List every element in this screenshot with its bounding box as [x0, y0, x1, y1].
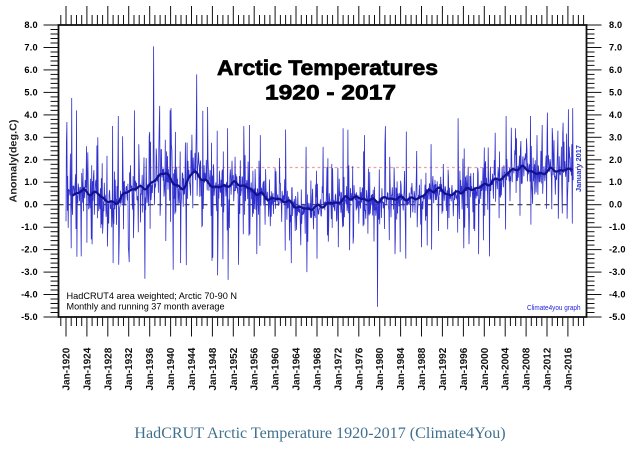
svg-text:Jan-1980: Jan-1980: [375, 347, 386, 390]
svg-text:-1.0: -1.0: [609, 222, 626, 232]
svg-text:Jan-1968: Jan-1968: [313, 347, 324, 390]
svg-text:Jan-2004: Jan-2004: [501, 347, 512, 390]
svg-text:Jan-1996: Jan-1996: [459, 347, 470, 390]
svg-text:Jan-2016: Jan-2016: [563, 347, 574, 390]
svg-text:-5.0: -5.0: [21, 312, 38, 322]
svg-text:3.0: 3.0: [24, 132, 37, 142]
svg-text:Jan-2000: Jan-2000: [480, 347, 491, 390]
svg-text:-2.0: -2.0: [21, 245, 38, 255]
svg-text:4.0: 4.0: [24, 110, 37, 120]
svg-text:Monthly and running 37 month a: Monthly and running 37 month average: [67, 302, 225, 312]
svg-text:-3.0: -3.0: [21, 267, 38, 277]
svg-text:8.0: 8.0: [609, 20, 622, 30]
svg-text:1920 - 2017: 1920 - 2017: [265, 81, 396, 105]
svg-text:Jan-1952: Jan-1952: [229, 347, 240, 390]
svg-text:Jan-1960: Jan-1960: [271, 347, 282, 390]
svg-text:Jan-1976: Jan-1976: [354, 347, 365, 390]
svg-text:Jan-1988: Jan-1988: [417, 347, 428, 390]
svg-text:Climate4you graph: Climate4you graph: [527, 303, 581, 312]
svg-text:Jan-2008: Jan-2008: [522, 347, 533, 390]
svg-text:1.0: 1.0: [24, 177, 37, 187]
svg-text:0.0: 0.0: [609, 200, 622, 210]
svg-text:5.0: 5.0: [24, 87, 37, 97]
svg-text:2.0: 2.0: [609, 155, 622, 165]
svg-text:2.0: 2.0: [24, 155, 37, 165]
svg-text:Jan-1956: Jan-1956: [250, 347, 261, 390]
svg-text:7.0: 7.0: [609, 43, 622, 53]
svg-text:Jan-2012: Jan-2012: [543, 347, 554, 390]
svg-text:Jan-1944: Jan-1944: [187, 347, 198, 390]
svg-text:Jan-1932: Jan-1932: [124, 347, 135, 390]
svg-text:-1.0: -1.0: [21, 222, 38, 232]
svg-text:-4.0: -4.0: [609, 290, 626, 300]
svg-text:Arctic Temperatures: Arctic Temperatures: [217, 56, 438, 80]
svg-text:7.0: 7.0: [24, 43, 37, 53]
svg-text:Jan-1940: Jan-1940: [166, 347, 177, 390]
svg-text:Anomaly(deg.C): Anomaly(deg.C): [9, 120, 20, 203]
svg-text:-4.0: -4.0: [21, 290, 38, 300]
svg-text:Jan-1928: Jan-1928: [103, 347, 114, 390]
svg-text:-5.0: -5.0: [609, 312, 626, 322]
svg-text:3.0: 3.0: [609, 132, 622, 142]
svg-text:0.0: 0.0: [24, 200, 37, 210]
svg-text:1.0: 1.0: [609, 177, 622, 187]
svg-text:6.0: 6.0: [609, 65, 622, 75]
svg-text:8.0: 8.0: [24, 20, 37, 30]
svg-text:5.0: 5.0: [609, 87, 622, 97]
svg-text:Jan-1972: Jan-1972: [333, 347, 344, 390]
svg-text:Jan-1992: Jan-1992: [438, 347, 449, 390]
svg-text:Jan-1924: Jan-1924: [82, 347, 93, 390]
svg-text:Jan-1920: Jan-1920: [62, 347, 73, 390]
svg-text:-2.0: -2.0: [609, 245, 626, 255]
svg-text:Jan-1984: Jan-1984: [396, 347, 407, 390]
svg-text:Jan-1964: Jan-1964: [292, 347, 303, 390]
svg-text:Jan-1948: Jan-1948: [208, 347, 219, 390]
svg-text:Jan-1936: Jan-1936: [145, 347, 156, 390]
svg-text:4.0: 4.0: [609, 110, 622, 120]
svg-text:January 2017: January 2017: [574, 145, 583, 192]
svg-text:-3.0: -3.0: [609, 267, 626, 277]
svg-text:6.0: 6.0: [24, 65, 37, 75]
svg-text:HadCRUT4 area weighted; Arctic: HadCRUT4 area weighted; Arctic 70-90 N: [67, 291, 238, 301]
